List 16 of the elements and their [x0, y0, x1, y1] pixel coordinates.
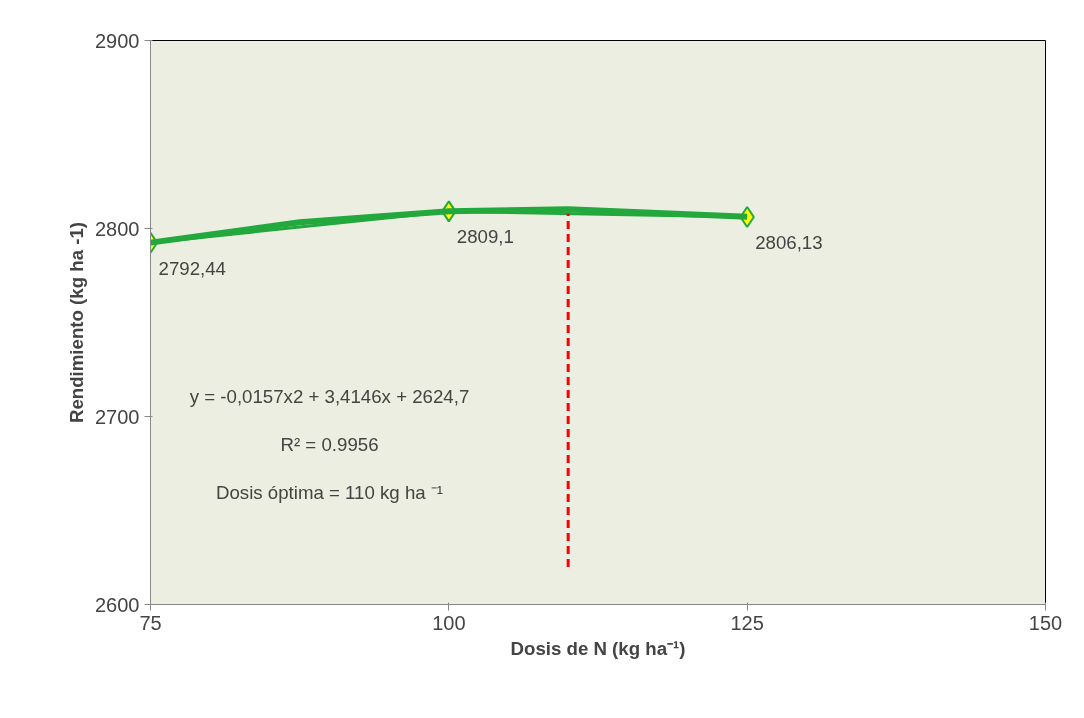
data-label: 2809,1 [456, 226, 514, 248]
y-axis-title: Rendimiento (kg ha -1) [66, 221, 88, 424]
annotation: R² = 0.9956 [280, 434, 379, 456]
x-tick-label: 100 [432, 611, 466, 634]
annotation: y = -0,0157x2 + 3,4146x + 2624,7 [189, 386, 470, 408]
annotation: Dosis óptima = 110 kg ha ⁻¹ [215, 481, 444, 503]
x-axis-title: Dosis de N (kg ha⁻¹) [510, 637, 686, 659]
y-tick-label: 2600 [95, 593, 140, 616]
y-tick-label: 2800 [95, 217, 140, 240]
data-label: 2792,44 [158, 257, 226, 279]
y-tick-label: 2900 [95, 29, 140, 52]
x-tick-label: 125 [730, 611, 764, 634]
data-label: 2806,13 [755, 231, 823, 253]
y-tick-label: 2700 [95, 405, 140, 428]
x-tick-label: 150 [1028, 611, 1063, 634]
x-tick-label: 75 [139, 611, 162, 634]
